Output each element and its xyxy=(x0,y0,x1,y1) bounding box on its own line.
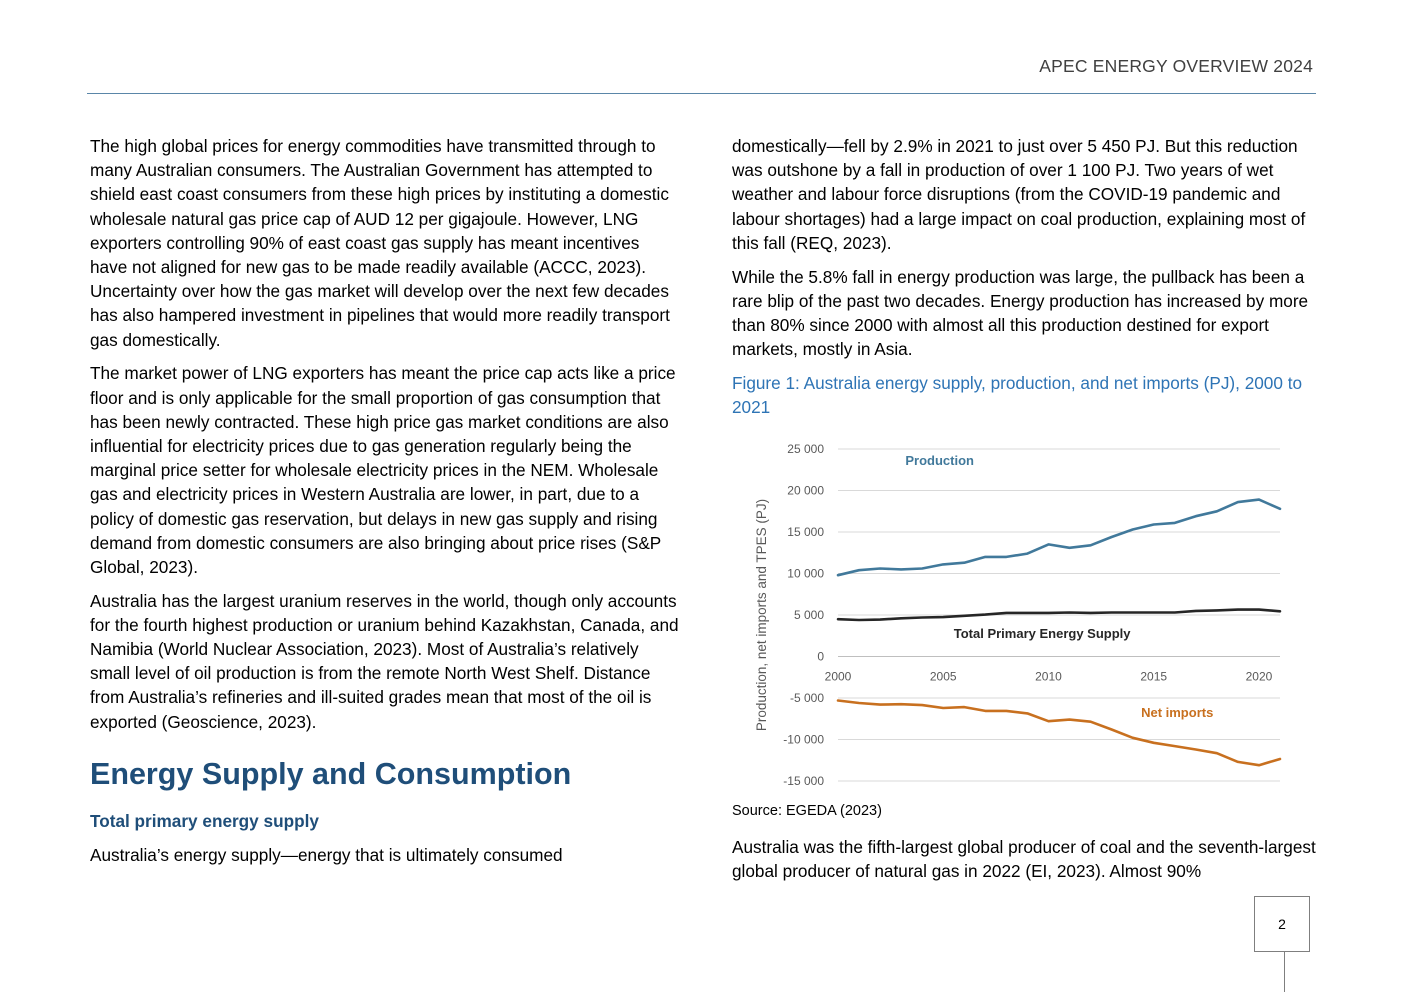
paragraph-gas-prices: The high global prices for energy commod… xyxy=(90,136,670,350)
x-tick-label: 2020 xyxy=(1246,670,1273,684)
y-tick-label: 15 000 xyxy=(787,525,824,539)
left-column: The high global prices for energy commod… xyxy=(90,134,680,877)
y-tick-label: -10 000 xyxy=(783,733,824,747)
y-tick-label: 25 000 xyxy=(787,442,824,456)
paragraph-lng-market-power: The market power of LNG exporters has me… xyxy=(90,363,676,577)
series-line xyxy=(836,608,1282,622)
series-line xyxy=(836,699,1282,767)
figure-caption: Figure 1: Australia energy supply, produ… xyxy=(732,372,1303,418)
page-number: 2 xyxy=(1254,896,1310,952)
y-tick-label: 5 000 xyxy=(794,608,824,622)
section-heading: Energy Supply and Consumption xyxy=(90,756,572,791)
header-divider xyxy=(87,93,1316,94)
x-tick-label: 2010 xyxy=(1035,670,1062,684)
y-tick-label: 10 000 xyxy=(787,567,824,581)
series-label: Production xyxy=(905,453,974,468)
y-axis-label: Production, net imports and TPES (PJ) xyxy=(754,499,769,731)
paragraph-production-fall: domestically—fell by 2.9% in 2021 to jus… xyxy=(732,136,1306,253)
series-label: Net imports xyxy=(1141,705,1213,720)
y-tick-label: 20 000 xyxy=(787,484,824,498)
series-label: Total Primary Energy Supply xyxy=(954,626,1132,641)
right-column: domestically—fell by 2.9% in 2021 to jus… xyxy=(732,134,1322,893)
subheading: Total primary energy supply xyxy=(90,810,319,831)
x-tick-label: 2000 xyxy=(825,670,852,684)
energy-chart: 25 000 20 000 15 000 10 000 5 000 0 -5 000 -10 … xyxy=(732,433,1292,793)
x-tick-label: 2015 xyxy=(1140,670,1167,684)
series-line xyxy=(836,498,1282,577)
figure-source: Source: EGEDA (2023) xyxy=(732,803,882,820)
y-tick-label: 0 xyxy=(817,650,824,664)
x-tick-label: 2005 xyxy=(930,670,957,684)
paragraph-energy-supply: Australia’s energy supply—energy that is… xyxy=(90,844,563,865)
paragraph-production-growth: While the 5.8% fall in energy production… xyxy=(732,266,1309,360)
y-tick-label: -15 000 xyxy=(783,774,824,788)
chart-svg: 25 000 20 000 15 000 10 000 5 000 0 -5 000 -10 … xyxy=(754,442,1282,788)
paragraph-coal-gas-producer: Australia was the fifth-largest global p… xyxy=(732,837,1316,882)
y-tick-label: -5 000 xyxy=(790,691,824,705)
page-number-tail xyxy=(1284,952,1285,992)
header-title: APEC ENERGY OVERVIEW 2024 xyxy=(1039,56,1313,76)
paragraph-uranium-oil: Australia has the largest uranium reserv… xyxy=(90,590,679,732)
